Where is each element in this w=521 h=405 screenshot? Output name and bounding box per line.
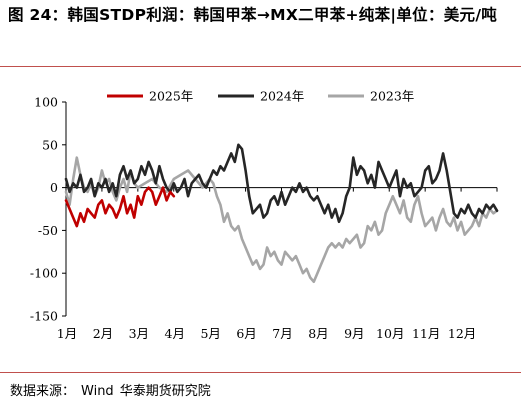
x-tick-label-8: 9月 [344, 326, 364, 341]
y-tick-label-1: 50 [42, 137, 58, 152]
x-tick-label-3: 4月 [165, 326, 185, 341]
x-tick-label-10: 11月 [412, 326, 440, 341]
legend-label-0: 2025年 [149, 89, 193, 104]
x-tick-label-2: 3月 [129, 326, 149, 341]
top-rule [0, 66, 521, 67]
y-tick-label-0: 100 [34, 95, 58, 110]
y-tick-label-3: -50 [38, 223, 58, 238]
x-tick-label-0: 1月 [57, 326, 77, 341]
y-tick-label-2: 0 [50, 180, 58, 195]
series-line-2023年 [64, 156, 499, 284]
x-tick-label-5: 6月 [236, 326, 256, 341]
source-provider: Wind [81, 384, 114, 399]
series-line-2024年 [64, 143, 499, 224]
bottom-rule [0, 372, 521, 373]
y-tick-label-4: -100 [30, 266, 58, 281]
chart-title: 图 24：韩国STDP利润：韩国甲苯→MX二甲苯+纯苯|单位：美元/吨 [8, 6, 498, 24]
legend-label-1: 2024年 [260, 89, 304, 104]
x-tick-label-7: 8月 [308, 326, 328, 341]
source-note: 数据来源： Wind 华泰期货研究院 [10, 380, 217, 399]
x-tick-label-9: 10月 [376, 326, 404, 341]
source-org: 华泰期货研究院 [119, 384, 211, 399]
legend-label-2: 2023年 [370, 89, 414, 104]
series-line-2025年 [64, 186, 176, 228]
source-label: 数据来源： [10, 384, 76, 399]
x-tick-label-4: 5月 [200, 326, 220, 341]
x-tick-label-6: 7月 [272, 326, 292, 341]
x-tick-label-1: 2月 [93, 326, 113, 341]
y-tick-label-5: -150 [30, 309, 58, 324]
x-tick-label-11: 12月 [448, 326, 476, 341]
